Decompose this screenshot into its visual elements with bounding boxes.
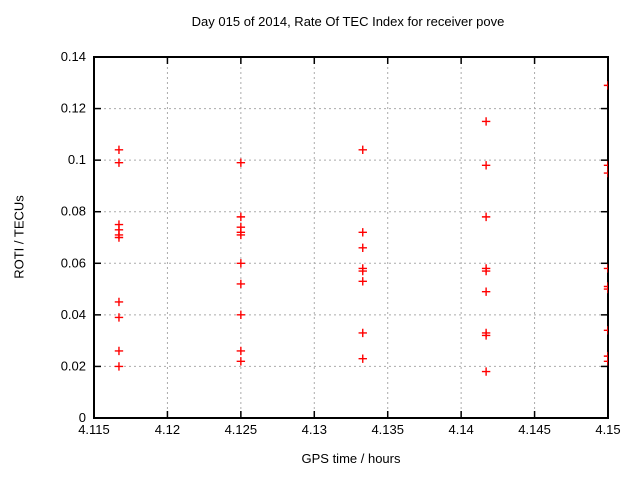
svg-text:0.06: 0.06 [61, 255, 86, 270]
svg-text:4.145: 4.145 [518, 422, 551, 437]
svg-text:0.04: 0.04 [61, 307, 86, 322]
svg-text:0.02: 0.02 [61, 358, 86, 373]
svg-text:0.08: 0.08 [61, 204, 86, 219]
chart-title: Day 015 of 2014, Rate Of TEC Index for r… [191, 14, 505, 29]
svg-text:4.14: 4.14 [448, 422, 473, 437]
svg-text:0.1: 0.1 [68, 152, 86, 167]
svg-text:4.13: 4.13 [302, 422, 327, 437]
x-axis-label: GPS time / hours [301, 451, 401, 466]
svg-text:4.125: 4.125 [225, 422, 258, 437]
svg-text:4.12: 4.12 [155, 422, 180, 437]
svg-text:4.135: 4.135 [371, 422, 404, 437]
svg-text:0: 0 [79, 410, 86, 425]
svg-text:0.12: 0.12 [61, 101, 86, 116]
svg-text:4.15: 4.15 [595, 422, 620, 437]
svg-text:0.14: 0.14 [61, 49, 86, 64]
svg-text:4.115: 4.115 [78, 422, 110, 437]
